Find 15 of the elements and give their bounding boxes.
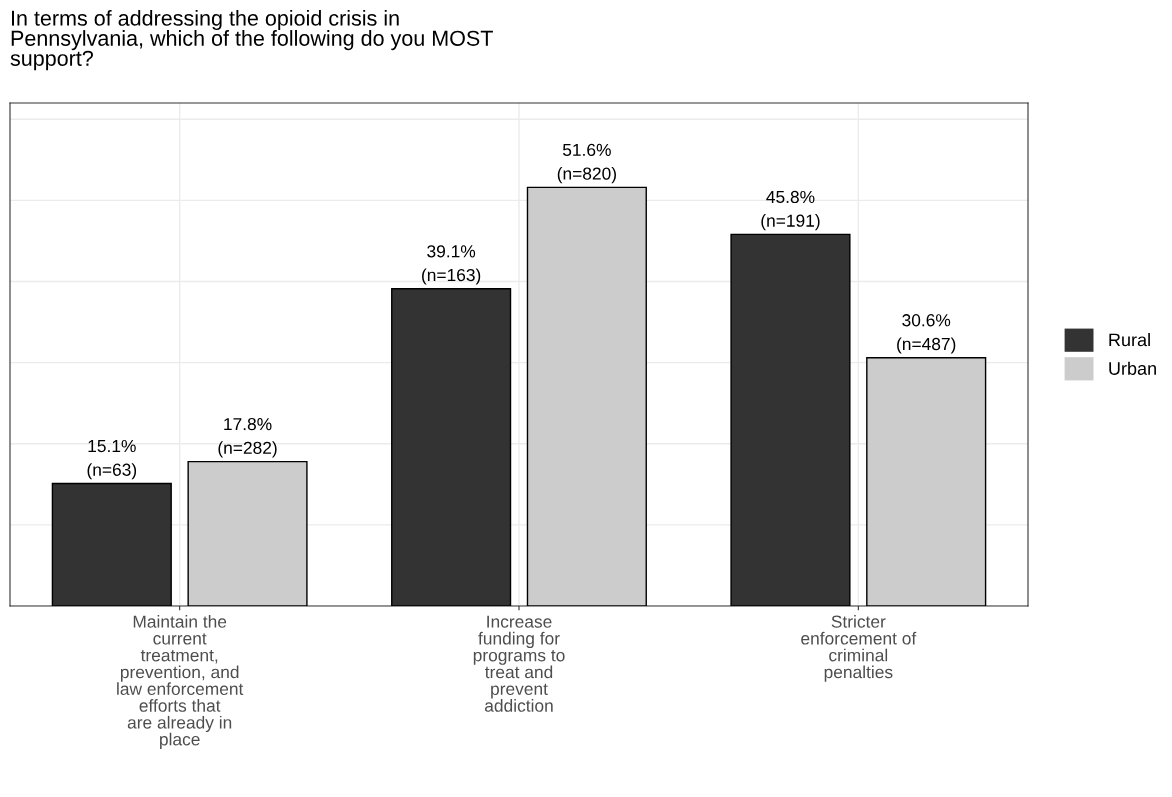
chart-title: In terms of addressing the opioid crisis in Pennsylvania, which of the following do you MOST support? [10, 10, 493, 71]
data-label: 17.8% (n=282) [218, 417, 277, 458]
data-label: 30.6% (n=487) [897, 314, 956, 354]
x-tick-label: Stricter enforcement of criminal penalties [801, 615, 917, 682]
data-label: 15.1% (n=63) [87, 439, 137, 480]
data-label: 39.1% (n=163) [422, 245, 481, 285]
bar [866, 357, 987, 606]
x-tick-label: Increase funding for programs to treat and prevent addiction [473, 615, 565, 712]
legend-label: Urban [1109, 361, 1156, 375]
bar [187, 460, 308, 606]
data-label: 45.8% (n=191) [761, 190, 820, 231]
bar [526, 186, 647, 606]
legend-label: Rural [1109, 333, 1150, 347]
data-label: 51.6% (n=820) [557, 143, 616, 184]
x-tick-label: Maintain the current treatment, prevention, and law enforcement efforts that are already in place [117, 615, 244, 749]
